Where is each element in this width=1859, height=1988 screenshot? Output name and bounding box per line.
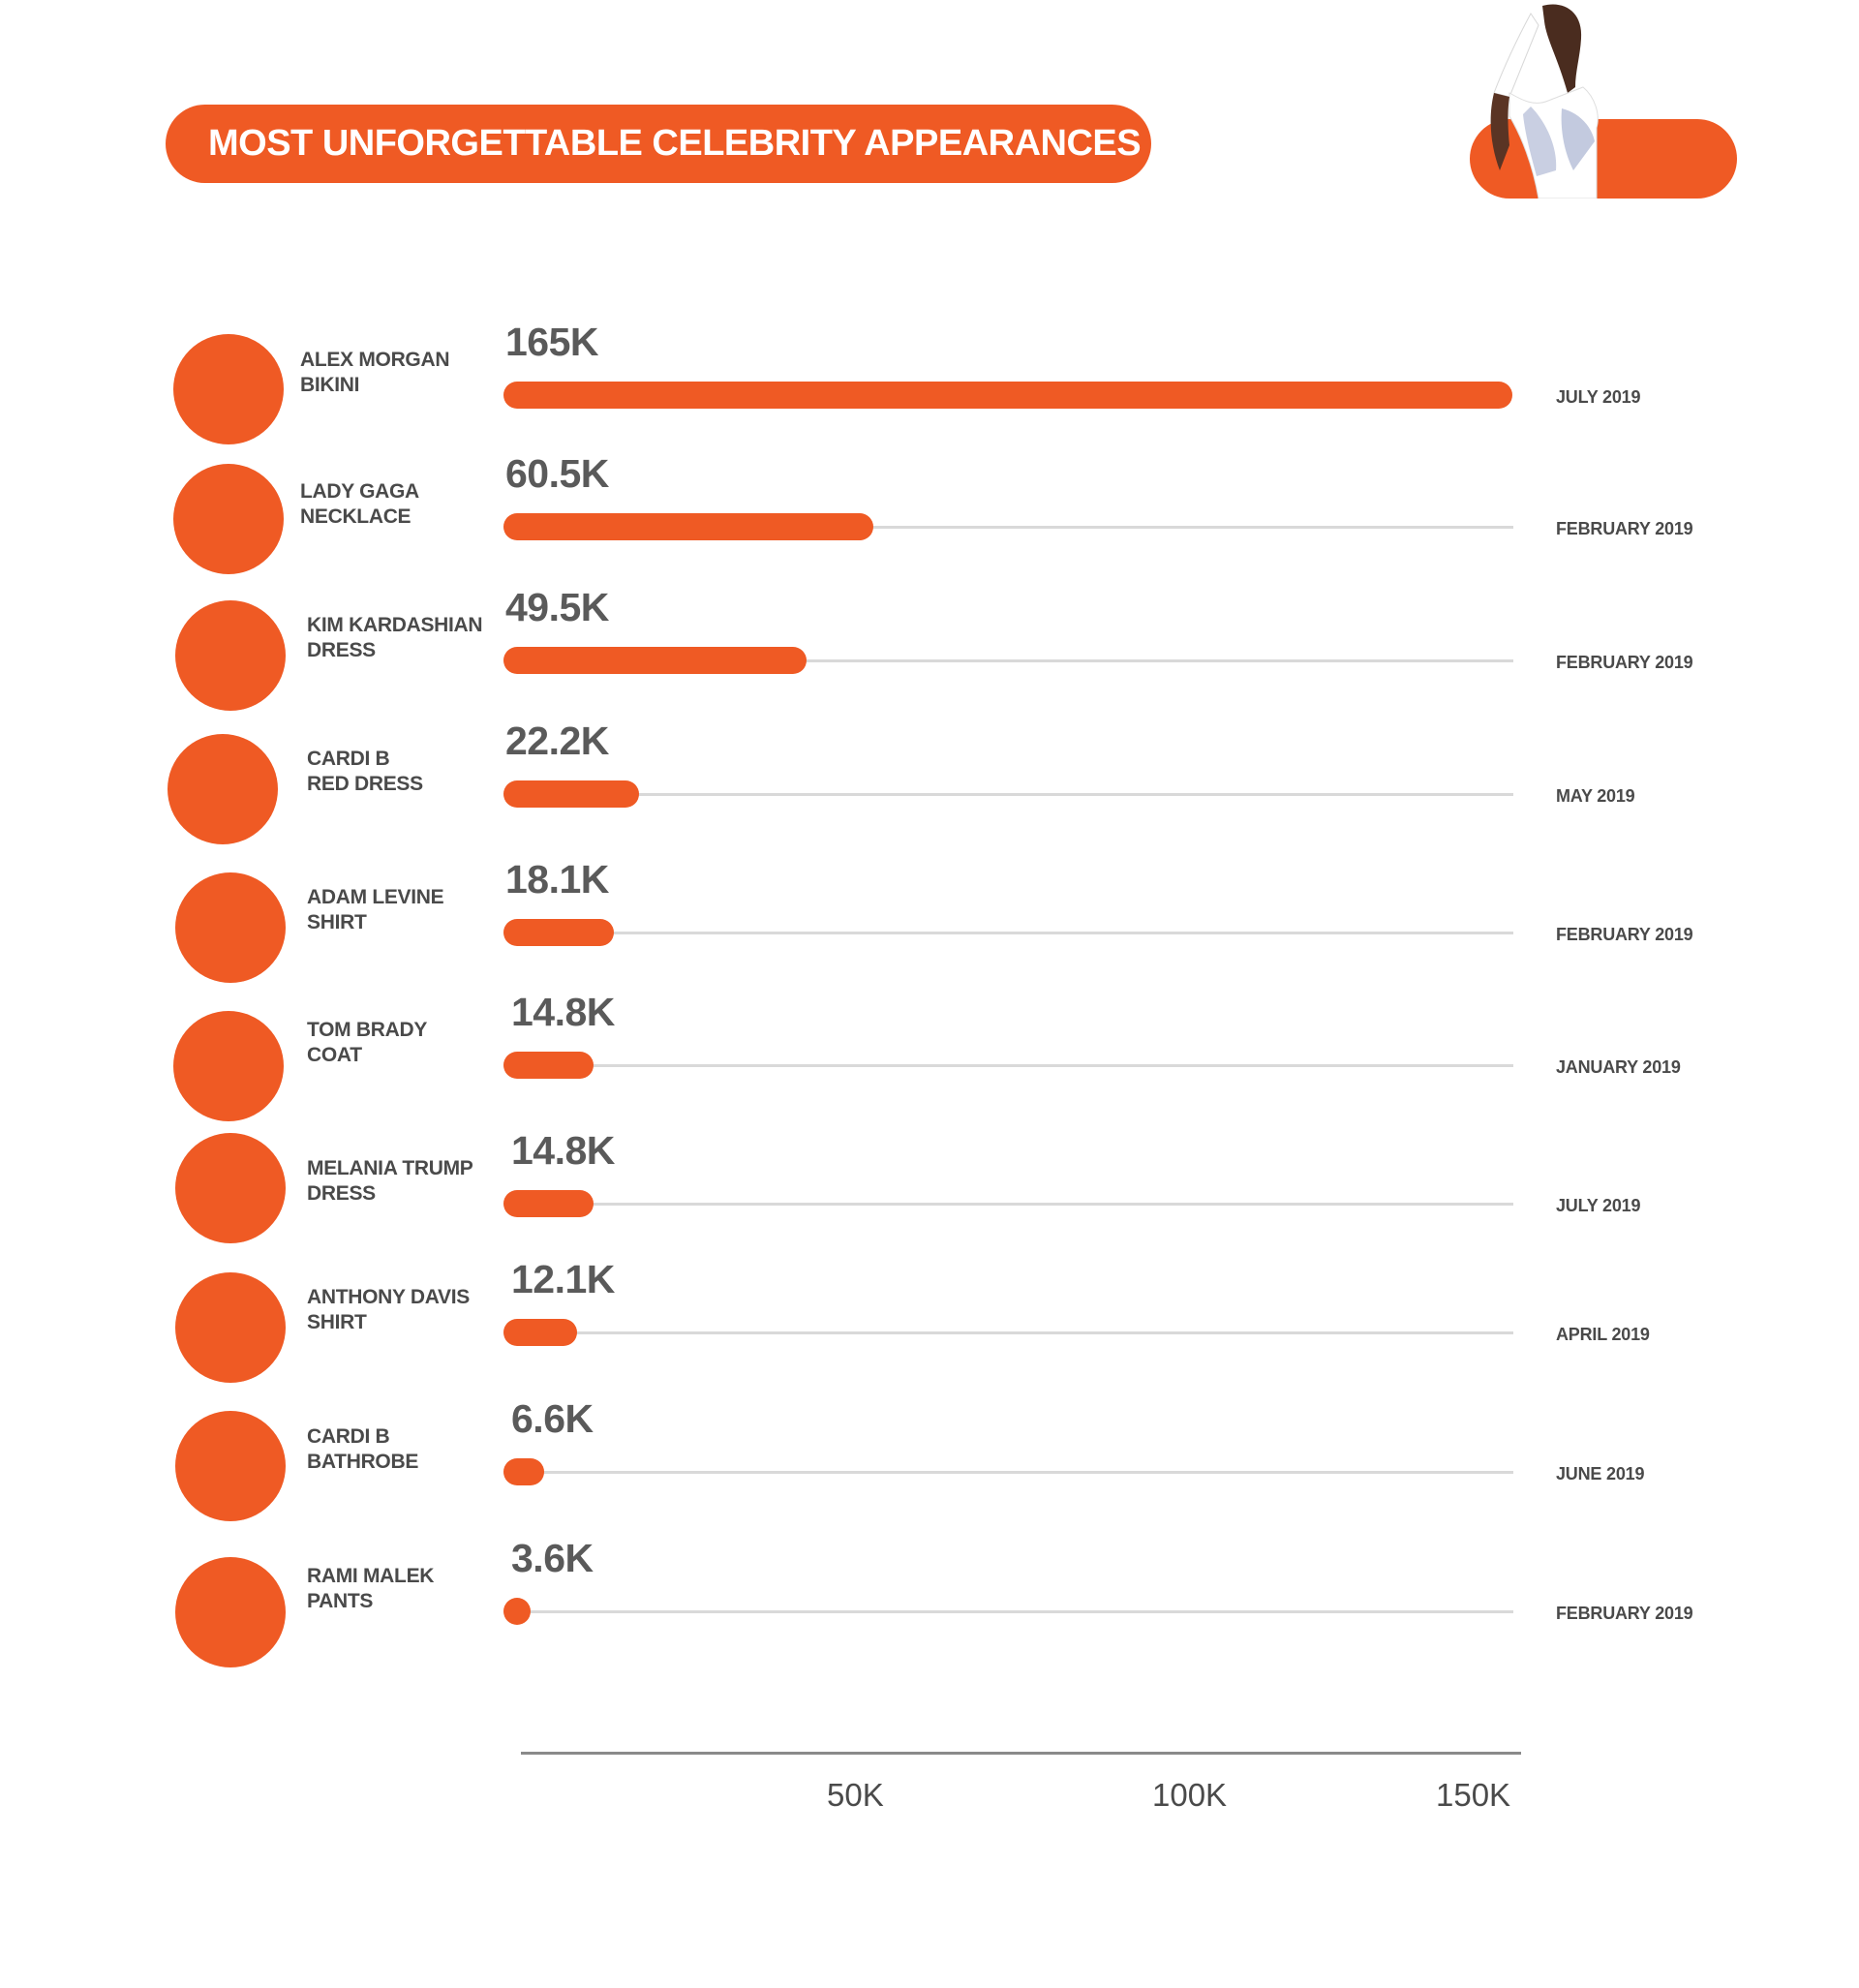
date-label: JULY 2019 <box>1556 387 1641 407</box>
category-label: KIM KARDASHIAN DRESS <box>307 614 483 661</box>
value-label: 60.5K <box>505 451 609 496</box>
bar <box>503 382 1512 409</box>
bar <box>503 919 615 946</box>
value-label: 6.6K <box>511 1396 594 1441</box>
date-label: FEBRUARY 2019 <box>1556 653 1693 672</box>
x-axis-line <box>521 1752 1521 1755</box>
avatar-cardi-b-bathrobe <box>175 1411 286 1521</box>
value-label: 14.8K <box>511 1128 615 1173</box>
category-label: ALEX MORGAN BIKINI <box>300 349 450 396</box>
bar <box>503 1458 544 1485</box>
avatar-alex-morgan-bikini <box>173 334 284 444</box>
date-label: FEBRUARY 2019 <box>1556 1604 1693 1623</box>
avatar-melania-trump-dress <box>175 1133 286 1243</box>
bar <box>503 513 874 540</box>
avatar-anthony-davis-shirt: ball <box>175 1272 286 1383</box>
bar <box>503 780 640 808</box>
category-label: CARDI B BATHROBE <box>307 1425 419 1473</box>
date-label: JANUARY 2019 <box>1556 1057 1681 1077</box>
bar <box>503 1598 531 1625</box>
category-label: ANTHONY DAVIS SHIRT <box>307 1286 471 1333</box>
bar-track <box>503 1471 1513 1474</box>
bar-track <box>503 1203 1513 1206</box>
category-label: MELANIA TRUMP DRESS <box>307 1157 473 1205</box>
value-label: 12.1K <box>511 1257 615 1301</box>
value-label: 22.2K <box>505 719 609 763</box>
bar-track <box>503 1331 1513 1334</box>
bar <box>503 1190 594 1217</box>
bar <box>503 1319 578 1346</box>
avatar-adam-levine-shirt <box>175 872 286 983</box>
bar-track <box>503 659 1513 662</box>
avatar-cardi-b-red-dress <box>168 734 278 844</box>
value-label: 165K <box>505 320 599 364</box>
bar-track <box>503 1610 1513 1613</box>
value-label: 49.5K <box>505 585 609 629</box>
bar <box>503 1052 594 1079</box>
avatar-lady-gaga-necklace <box>173 464 284 574</box>
value-label: 18.1K <box>505 857 609 902</box>
date-label: MAY 2019 <box>1556 786 1635 806</box>
value-label: 3.6K <box>511 1536 594 1580</box>
bar-track <box>503 793 1513 796</box>
avatar-rami-malek-pants <box>175 1557 286 1667</box>
value-label: 14.8K <box>511 990 615 1034</box>
featured-celebrity-illustration <box>1490 4 1599 199</box>
category-label: CARDI B RED DRESS <box>307 748 423 795</box>
decorative-pill <box>1470 119 1737 199</box>
date-label: FEBRUARY 2019 <box>1556 925 1693 944</box>
date-label: JULY 2019 <box>1556 1196 1641 1215</box>
x-tick-label: 50K <box>827 1777 884 1813</box>
x-tick-label: 150K <box>1436 1777 1511 1813</box>
bar-track <box>503 932 1513 934</box>
category-label: RAMI MALEK PANTS <box>307 1565 435 1612</box>
avatar-tom-brady-coat <box>173 1011 284 1121</box>
avatar-kim-kardashian-dress <box>175 600 286 711</box>
category-label: ADAM LEVINE SHIRT <box>307 886 444 933</box>
page-title: MOST UNFORGETTABLE CELEBRITY APPEARANCES… <box>208 123 1231 164</box>
bar-track <box>503 526 1513 529</box>
date-label: JUNE 2019 <box>1556 1464 1645 1483</box>
category-label: TOM BRADY COAT <box>307 1019 428 1066</box>
bar-track <box>503 1064 1513 1067</box>
bar <box>503 647 807 674</box>
date-label: APRIL 2019 <box>1556 1325 1650 1344</box>
x-tick-label: 100K <box>1152 1777 1228 1813</box>
category-label: LADY GAGA NECKLACE <box>300 480 419 528</box>
date-label: FEBRUARY 2019 <box>1556 519 1693 538</box>
title-banner: MOST UNFORGETTABLE CELEBRITY APPEARANCES… <box>166 105 1231 183</box>
